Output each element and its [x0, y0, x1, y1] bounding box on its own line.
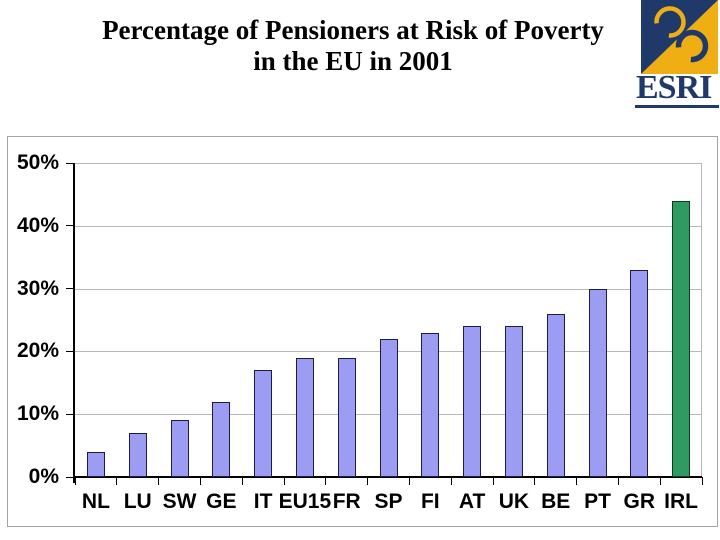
y-axis-tick [66, 162, 75, 164]
esri-logo-text: ESRI [636, 69, 712, 106]
bar-GR [630, 269, 649, 477]
plot-top-border [75, 163, 702, 164]
y-axis-line [73, 163, 75, 483]
x-axis-tick [659, 477, 661, 485]
x-axis-tick [617, 477, 619, 485]
bar-NL [86, 451, 105, 477]
x-axis-label-GE: GE [206, 490, 237, 513]
x-axis-tick [158, 477, 160, 485]
y-axis-label: 40% [16, 213, 59, 237]
bar-FR [337, 357, 356, 477]
x-axis-tick [241, 477, 243, 485]
plot-right-border [701, 163, 702, 477]
x-axis-tick [325, 477, 327, 485]
x-axis-label-BE: BE [541, 490, 571, 513]
bar-BE [546, 313, 565, 477]
x-axis-label-PT: PT [584, 490, 611, 513]
bar-IT [254, 370, 273, 477]
slide-title-line1: Percentage of Pensioners at Risk of Pove… [102, 15, 604, 45]
x-axis-tick [534, 477, 536, 485]
x-axis-label-FI: FI [420, 490, 440, 513]
x-axis-line [73, 476, 702, 478]
slide-title: Percentage of Pensioners at Risk of Pove… [0, 15, 706, 77]
y-axis-tick [66, 413, 75, 415]
plot-area: 0% 10% 20% 30% 40% 50% NL LU SW GE IT EU15 FR SP FI AT U… [17, 152, 703, 513]
y-axis-label: 20% [16, 339, 59, 363]
x-axis-tick [283, 477, 285, 485]
bar-GE [212, 401, 231, 477]
x-axis-label-GR: GR [623, 490, 656, 513]
x-axis-label-FR: FR [332, 490, 361, 513]
y-axis-label: 10% [16, 402, 59, 426]
y-axis-tick [66, 476, 75, 478]
y-axis-tick [66, 288, 75, 290]
gridline-40 [75, 225, 702, 227]
x-axis-label-AT: AT [458, 490, 486, 513]
y-axis-tick [66, 225, 75, 227]
y-axis-label: 0% [28, 465, 59, 488]
x-axis-tick [576, 477, 578, 485]
x-axis-label-LU: LU [123, 490, 152, 513]
gridline-30 [75, 288, 702, 290]
bar-IRL [672, 200, 691, 477]
bar-SW [170, 420, 189, 477]
chart-area: 0% 10% 20% 30% 40% 50% NL LU SW GE IT EU15 FR SP FI AT U… [7, 136, 718, 527]
x-axis-label-SP: SP [374, 490, 403, 513]
bar-EU15 [295, 357, 314, 477]
x-axis-tick [701, 477, 703, 485]
y-axis-tick [66, 350, 75, 352]
x-axis-tick [367, 477, 369, 485]
x-axis-label-SW: SW [162, 490, 197, 513]
x-axis-tick [116, 477, 118, 485]
bar-UK [504, 326, 523, 477]
x-axis-tick [492, 477, 494, 485]
bar-AT [463, 326, 482, 477]
y-axis-label: 50% [16, 151, 59, 174]
x-axis-tick [199, 477, 201, 485]
x-axis-label-UK: UK [498, 490, 530, 513]
y-axis-label: 30% [16, 276, 59, 300]
x-axis-tick [450, 477, 452, 485]
slide-title-line2: in the EU in 2001 [253, 46, 453, 76]
esri-logo-icon [641, 0, 718, 74]
x-axis-tick [408, 477, 410, 485]
bar-SP [379, 338, 398, 477]
x-axis-label-NL: NL [81, 490, 110, 513]
bar-FI [421, 332, 440, 477]
esri-logo-underline [635, 105, 719, 108]
x-axis-label-IT: IT [253, 490, 273, 513]
x-axis-tick [74, 477, 76, 485]
bar-PT [588, 288, 607, 477]
x-axis-label-EU15: EU15 [278, 490, 332, 513]
bar-LU [128, 433, 147, 477]
x-axis-label-IRL: IRL [664, 490, 698, 513]
